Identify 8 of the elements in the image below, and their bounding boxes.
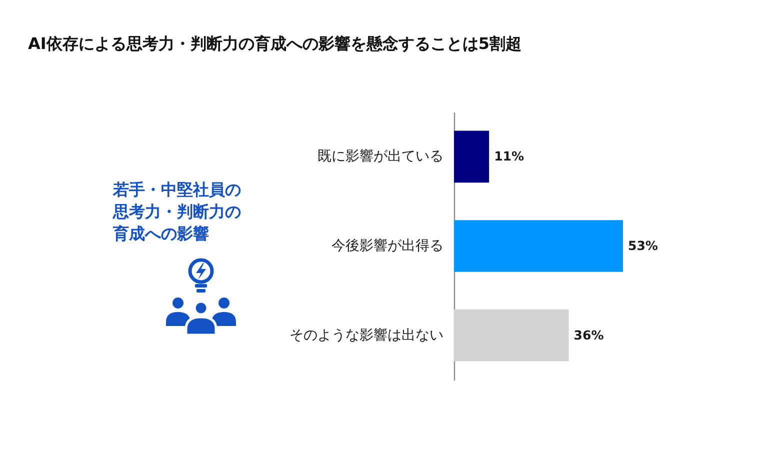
data-label: 11% xyxy=(494,148,524,164)
data-label: 36% xyxy=(574,327,604,342)
y-tick-label: そのような影響は出ない xyxy=(290,327,444,344)
data-label: 53% xyxy=(628,238,658,253)
y-tick-label: 既に影響が出ている xyxy=(318,148,444,165)
y-tick-label: 今後影響が出得る xyxy=(332,238,444,254)
text: AI依存による思考力・判断力の育成への影響を懸念することは5割超 xyxy=(28,34,522,53)
text: 若手・中堅社員の思考力・判断力の育成への影響 xyxy=(112,180,241,243)
